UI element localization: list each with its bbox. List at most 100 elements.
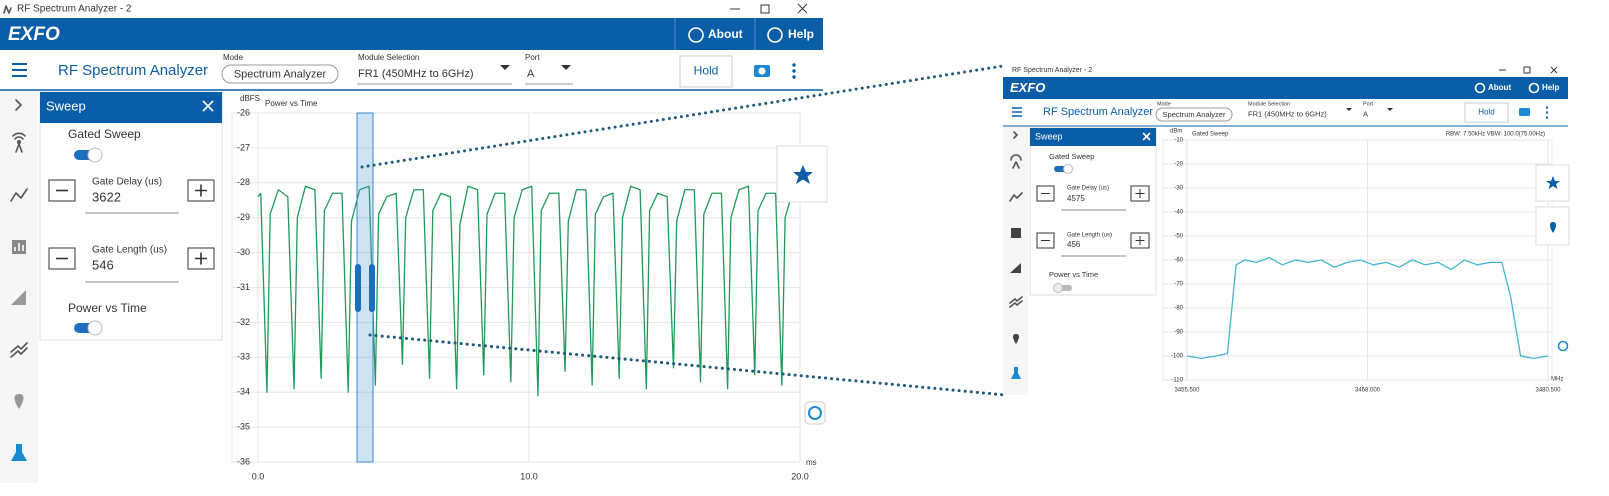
star-icon[interactable] (793, 165, 813, 184)
y-tick-label: -30 (1174, 186, 1183, 192)
waves-icon[interactable] (1009, 296, 1023, 308)
left-window: RF Spectrum Analyzer - 2 EXFO About Help… (0, 3, 828, 482)
pin-icon[interactable] (1013, 334, 1019, 344)
ramp-icon[interactable] (11, 290, 26, 305)
sweep-icon[interactable] (11, 444, 27, 461)
port-label: Port (525, 53, 540, 62)
ramp-icon[interactable] (1010, 263, 1021, 273)
about-label[interactable]: About (1488, 83, 1511, 92)
x-tick-label: 3480.500 (1535, 388, 1561, 394)
gate-length-value[interactable]: 546 (92, 257, 114, 272)
dot (792, 69, 796, 73)
y-tick-label: -100 (1171, 354, 1184, 360)
more-button[interactable] (792, 63, 796, 79)
y-tick-label: -10 (1174, 138, 1183, 144)
mode-pill[interactable] (1155, 107, 1233, 122)
gated-sweep-chart: -10 -20 -30 -40 -50 -60 -70 -80 -90 -100 -110 3455.… (1163, 138, 1561, 394)
gate-handle[interactable] (369, 264, 375, 312)
antenna (12, 132, 26, 153)
y-tick-label: -34 (237, 387, 250, 397)
panel-close[interactable] (202, 100, 214, 112)
bars-icon[interactable] (1011, 228, 1021, 238)
hold-label[interactable]: Hold (694, 64, 719, 78)
y-tick-label: -40 (1174, 210, 1183, 216)
hold-label[interactable]: Hold (1478, 108, 1494, 117)
help-button[interactable]: Help (767, 27, 814, 43)
about-label[interactable]: About (708, 27, 743, 41)
dropdown-arrow[interactable] (1387, 108, 1393, 111)
antenna-icon[interactable] (12, 132, 26, 153)
star-icon[interactable] (1546, 176, 1560, 189)
close[interactable] (1550, 66, 1558, 74)
trace (257, 185, 801, 397)
port-label: Port (1363, 101, 1374, 107)
pin-icon[interactable] (1550, 222, 1556, 233)
sweep-panel (1029, 127, 1157, 296)
help-label[interactable]: Help (788, 27, 814, 41)
y-tick-label: -28 (237, 177, 250, 187)
port-value[interactable]: A (527, 68, 535, 80)
dropdown-arrow[interactable] (561, 65, 571, 70)
hold-button[interactable] (679, 55, 733, 88)
zoom-button[interactable] (804, 401, 826, 425)
power-vs-time-chart: -26 -27 -28 -29 -30 -31 -32 -33 -34 -35 -360.0 10.0… (232, 107, 809, 481)
sweep-icon[interactable] (1011, 367, 1021, 379)
connector (360, 64, 1005, 169)
power-vs-time-toggle[interactable] (74, 320, 103, 336)
dot (792, 75, 796, 79)
gated-sweep-toggle[interactable] (74, 147, 103, 163)
y-axis-label: dBFS (240, 94, 260, 103)
dropdown-arrow[interactable] (1346, 108, 1352, 111)
restore[interactable] (760, 4, 770, 14)
module-value[interactable]: FR1 (450MHz to 6GHz) (358, 68, 474, 80)
expand-button[interactable] (15, 99, 22, 111)
dropdown-arrow[interactable] (500, 65, 510, 70)
module-value[interactable]: FR1 (450MHz to 6GHz) (1248, 109, 1327, 118)
info-icon (688, 27, 704, 43)
mode-value[interactable]: Spectrum Analyzer (1163, 110, 1226, 119)
window-title: RF Spectrum Analyzer - 2 (1012, 67, 1092, 74)
header (1003, 77, 1568, 99)
trace-icon[interactable] (1009, 192, 1023, 202)
gated-sweep-toggle[interactable] (1054, 164, 1073, 174)
zoom-button[interactable] (1557, 340, 1569, 352)
camera-button[interactable] (1519, 108, 1530, 116)
mode-pill[interactable] (221, 64, 339, 84)
gate-length-value[interactable]: 456 (1067, 240, 1081, 249)
app-icon (3, 5, 12, 14)
power-vs-time-toggle[interactable] (1053, 283, 1073, 293)
gate-handle[interactable] (355, 264, 361, 312)
trace (1186, 256, 1549, 360)
gate-delay-value[interactable]: 4575 (1067, 194, 1085, 203)
help-label[interactable]: Help (1542, 83, 1559, 92)
panel-close[interactable] (1142, 132, 1151, 141)
plus (1135, 189, 1145, 198)
close[interactable] (797, 3, 808, 14)
plus (1135, 236, 1145, 245)
hold-button[interactable] (1464, 102, 1509, 123)
camera-button[interactable] (754, 65, 770, 77)
menu-button[interactable] (12, 63, 27, 77)
trace-icon[interactable] (10, 188, 28, 202)
expand-button[interactable] (1013, 131, 1018, 139)
plus (195, 252, 207, 265)
info-icon[interactable] (1474, 82, 1486, 94)
menu-button[interactable] (1012, 107, 1022, 117)
mode-value[interactable]: Spectrum Analyzer (234, 68, 327, 80)
pin-icon[interactable] (14, 394, 24, 409)
waves-icon[interactable] (10, 342, 28, 358)
gate-delay-value[interactable]: 3622 (92, 189, 121, 204)
brand: EXFO (8, 24, 60, 45)
about-button[interactable]: About (688, 27, 743, 43)
panel-header (40, 92, 222, 123)
y-tick-label: -29 (237, 212, 250, 222)
port-value[interactable]: A (1363, 109, 1368, 118)
y-tick-label: -27 (237, 142, 250, 152)
help-icon[interactable] (1528, 82, 1540, 94)
flask (11, 444, 27, 461)
antenna-icon[interactable] (1010, 154, 1022, 169)
power-vs-time-label: Power vs Time (1049, 270, 1098, 279)
restore[interactable] (1523, 66, 1531, 74)
sweep-panel (39, 91, 223, 341)
bars-icon[interactable] (12, 240, 26, 254)
